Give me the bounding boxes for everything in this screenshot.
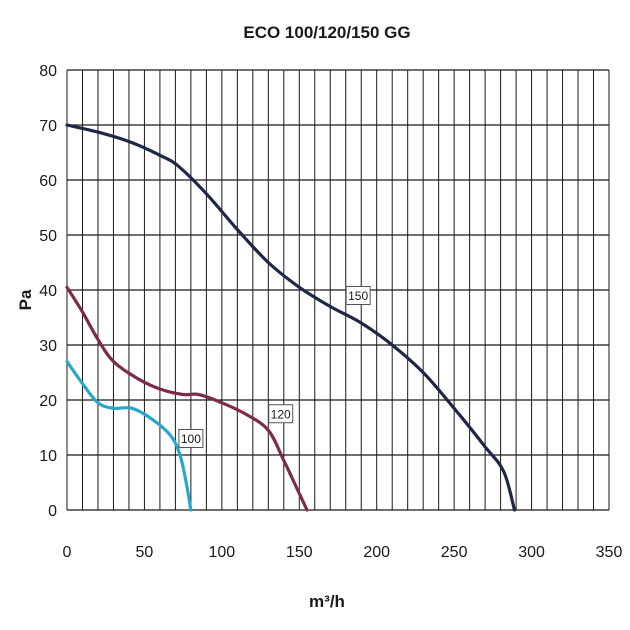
series-lines (65, 123, 517, 512)
x-tick-label: 50 (136, 544, 154, 561)
series-label-150: 150 (345, 286, 371, 305)
y-tick-label: 60 (39, 173, 57, 190)
y-tick-label: 10 (39, 448, 57, 465)
chart-title: ECO 100/120/150 GG (243, 23, 410, 42)
y-tick-label: 40 (39, 283, 57, 300)
x-tick-label: 200 (363, 544, 390, 561)
series-label-box (268, 404, 294, 424)
series-line-100 (65, 359, 193, 512)
series-label-text: 120 (271, 407, 291, 421)
y-tick-label: 80 (39, 63, 57, 80)
x-tick-label: 150 (286, 544, 313, 561)
x-tick-label: 300 (518, 544, 545, 561)
y-axis-label: Pa (16, 289, 35, 310)
series-label-box (345, 286, 371, 305)
y-axis-ticks: 0 10 20 30 40 50 60 70 80 (39, 63, 57, 520)
series-label-box (178, 429, 204, 448)
series-labels: 150 120 100 (178, 286, 371, 448)
x-tick-label: 350 (596, 544, 623, 561)
series-label-text: 150 (348, 289, 368, 303)
x-tick-label: 0 (63, 544, 72, 561)
x-tick-label: 100 (209, 544, 236, 561)
y-tick-label: 70 (39, 118, 57, 135)
series-label-120: 120 (268, 404, 294, 424)
series-label-100: 100 (178, 429, 204, 448)
x-tick-label: 250 (441, 544, 468, 561)
y-tick-label: 20 (39, 393, 57, 410)
y-tick-label: 0 (48, 503, 57, 520)
y-tick-label: 50 (39, 228, 57, 245)
series-line-150 (65, 123, 517, 512)
x-axis-ticks: 0 50 100 150 200 250 300 350 (63, 544, 623, 561)
y-tick-label: 30 (39, 338, 57, 355)
grid (66, 69, 610, 511)
series-line-120 (65, 285, 309, 512)
series-label-text: 100 (181, 432, 201, 446)
x-axis-label: m³/h (309, 592, 345, 611)
